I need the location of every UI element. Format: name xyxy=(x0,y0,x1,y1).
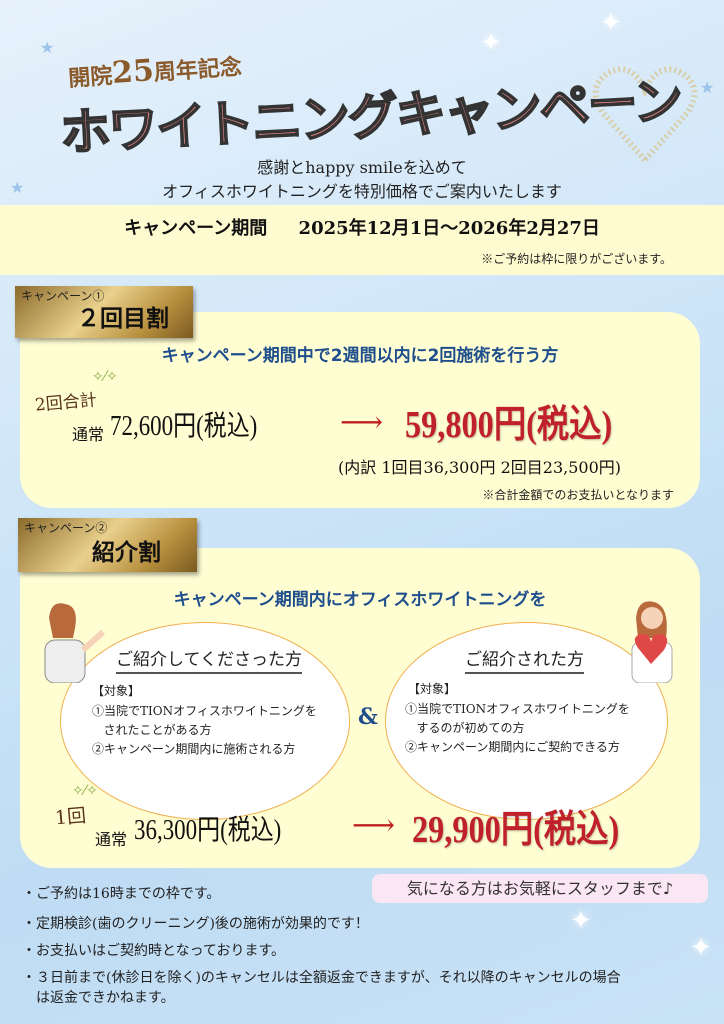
note-item: ・３日前まで(休診日を除く)のキャンセルは全額返金できますが、それ以降のキャンセ… xyxy=(22,970,621,1006)
sparkle-icon: ✦ xyxy=(600,8,622,38)
campaign1-tag: キャンペーン① ２回目割 xyxy=(15,286,193,338)
referred-item1: ①当院でTIONオフィスホワイトニングを するのが初めての方 xyxy=(405,702,630,735)
sparkle-icon: ✦ xyxy=(480,28,502,58)
period-note: ※ご予約は枠に限りがございます。 xyxy=(481,252,672,266)
tag-small: キャンペーン① xyxy=(21,289,105,303)
regular-price: 36,300円(税込) xyxy=(134,815,282,846)
referred-ellipse xyxy=(385,622,668,820)
referred-title: ご紹介された方 xyxy=(465,650,584,675)
woman-pointing-illustration xyxy=(35,598,106,684)
referrer-item1: ①当院でTIONオフィスホワイトニングを されたことがある方 xyxy=(92,704,317,737)
subtitle-line2: オフィスホワイトニングを特別価格でご案内いたします xyxy=(162,182,562,201)
subtitle-line1: 感謝とhappy smileを込めて xyxy=(257,158,467,177)
regular-label: 通常 xyxy=(95,830,128,849)
note-item: ・ご予約は16時までの枠です。 xyxy=(22,886,221,902)
referrer-item2: ②キャンペーン期間内に施術される方 xyxy=(92,742,296,756)
referred-item2: ②キャンペーン期間内にご契約できる方 xyxy=(405,740,620,754)
campaign1-card xyxy=(20,312,700,508)
price-breakdown: (内訳 1回目36,300円 2回目23,500円) xyxy=(338,458,621,477)
tag-title: 紹介割 xyxy=(92,539,161,566)
arrow-icon: ⟶ xyxy=(340,405,384,440)
anniversary-label: 開院25周年記念 xyxy=(67,53,243,93)
contact-bubble: 気になる方はお気軽にスタッフまで♪ xyxy=(372,874,708,903)
campaign2-heading: キャンペーン期間内にオフィスホワイトニングを xyxy=(173,590,547,610)
campaign-period: キャンペーン期間 2025年12月1日～2026年2月27日 xyxy=(124,218,600,239)
sparkle-accent-icon: ✧⁄✧ xyxy=(92,369,118,385)
count-label: 1回 xyxy=(54,804,87,830)
sale-price: 59,800円(税込) xyxy=(405,404,613,446)
tag-small: キャンペーン② xyxy=(24,521,108,535)
regular-label: 通常 xyxy=(72,425,105,444)
campaign1-heading: キャンペーン期間中で2週間以内に2回施術を行う方 xyxy=(161,346,559,366)
sparkle-accent-icon: ✧⁄✧ xyxy=(72,783,98,799)
glitter-heart-icon xyxy=(590,60,700,170)
sale-price: 29,900円(税込) xyxy=(412,809,620,851)
star-icon: ★ xyxy=(10,178,25,197)
regular-price: 72,600円(税込) xyxy=(110,411,258,442)
referrer-title: ご紹介してくださった方 xyxy=(116,650,302,675)
note-item: ・お支払いはご契約時となっております。 xyxy=(22,943,286,959)
referred-target-label: 【対象】 xyxy=(408,682,457,696)
payment-note: ※合計金額でのお支払いとなります xyxy=(482,488,674,502)
sparkle-icon: ✦ xyxy=(690,933,712,963)
referrer-ellipse xyxy=(60,622,350,820)
campaign2-tag: キャンペーン② 紹介割 xyxy=(18,518,197,572)
star-icon: ★ xyxy=(700,78,715,97)
ampersand: & xyxy=(358,704,378,730)
period-band xyxy=(0,205,724,275)
note-item: ・定期検診(歯のクリーニング)後の施術が効果的です！ xyxy=(22,916,369,932)
woman-hugging-heart-illustration xyxy=(618,598,678,684)
referrer-target-label: 【対象】 xyxy=(92,684,141,698)
arrow-icon: ⟶ xyxy=(352,808,396,843)
sparkle-icon: ✦ xyxy=(570,906,592,936)
star-icon: ★ xyxy=(40,38,55,57)
tag-title: ２回目割 xyxy=(77,305,169,332)
